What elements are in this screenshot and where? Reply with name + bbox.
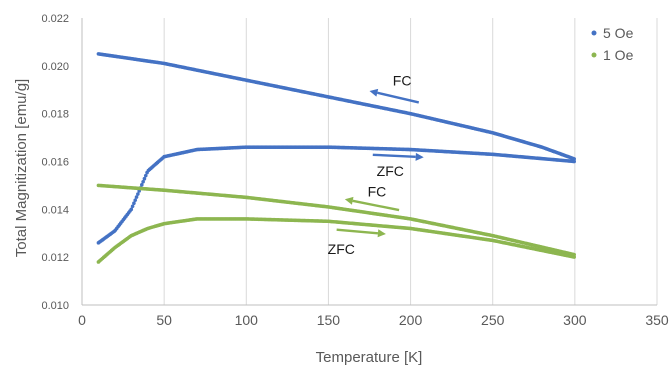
legend-label: 1 Oe: [603, 47, 634, 63]
data-points: [96, 52, 576, 264]
x-tick-label: 50: [156, 312, 172, 328]
y-axis-title: Total Magnitization [emu/g]: [13, 79, 30, 257]
legend-label: 5 Oe: [603, 25, 634, 41]
arrow-head: [377, 229, 386, 238]
x-tick-label: 250: [481, 312, 505, 328]
data-point: [129, 207, 134, 212]
annotation-label: FC: [393, 73, 412, 89]
data-point: [143, 173, 148, 178]
arrow-head: [415, 152, 424, 161]
x-tick-label: 0: [78, 312, 86, 328]
x-tick-label: 200: [399, 312, 423, 328]
annotation-label: FC: [368, 184, 387, 200]
legend-marker: [591, 30, 597, 36]
annotation-label: ZFC: [377, 163, 404, 179]
data-point: [572, 255, 576, 259]
annotation-arrow: [369, 88, 420, 104]
data-point: [132, 201, 136, 206]
data-point: [134, 195, 139, 199]
data-point: [140, 183, 144, 187]
arrow-shaft: [372, 153, 416, 159]
annotation-arrow: [372, 152, 424, 161]
legend-item: 1 Oe: [591, 47, 634, 63]
legend-item: 5 Oe: [591, 25, 634, 41]
annotation-arrow: [344, 196, 400, 212]
y-tick-label: 0.010: [41, 300, 69, 312]
legend-marker: [591, 52, 597, 58]
arrow-shaft: [377, 91, 420, 104]
arrow-shaft: [336, 228, 379, 235]
y-tick-label: 0.018: [41, 109, 69, 121]
grid: [163, 18, 658, 305]
x-tick-label: 150: [317, 312, 341, 328]
data-point: [136, 192, 140, 196]
axes: 0 50 100 150 200 250 300 350 0.010 0.012 0.014 0.01…: [41, 13, 668, 328]
y-tick-label: 0.022: [41, 13, 69, 25]
annotation-arrow: [336, 228, 386, 238]
x-axis-title: Temperature [K]: [316, 349, 423, 366]
x-tick-label: 300: [563, 312, 587, 328]
data-point: [572, 159, 576, 164]
arrow-shaft: [352, 199, 400, 212]
legend: 5 Oe 1 Oe: [591, 25, 634, 63]
arrow-head: [344, 196, 354, 205]
arrow-head: [369, 88, 379, 97]
data-point: [133, 198, 138, 202]
annotation-label: ZFC: [328, 241, 355, 257]
data-point: [142, 176, 147, 181]
x-tick-label: 350: [645, 312, 669, 328]
data-point: [141, 179, 145, 184]
y-tick-label: 0.014: [41, 204, 69, 216]
y-tick-label: 0.020: [41, 61, 69, 73]
x-tick-label: 100: [235, 312, 259, 328]
annotations: FC ZFC FC ZFC: [328, 73, 424, 257]
y-tick-label: 0.016: [41, 157, 69, 169]
y-tick-label: 0.012: [41, 252, 69, 264]
data-point: [130, 204, 135, 209]
